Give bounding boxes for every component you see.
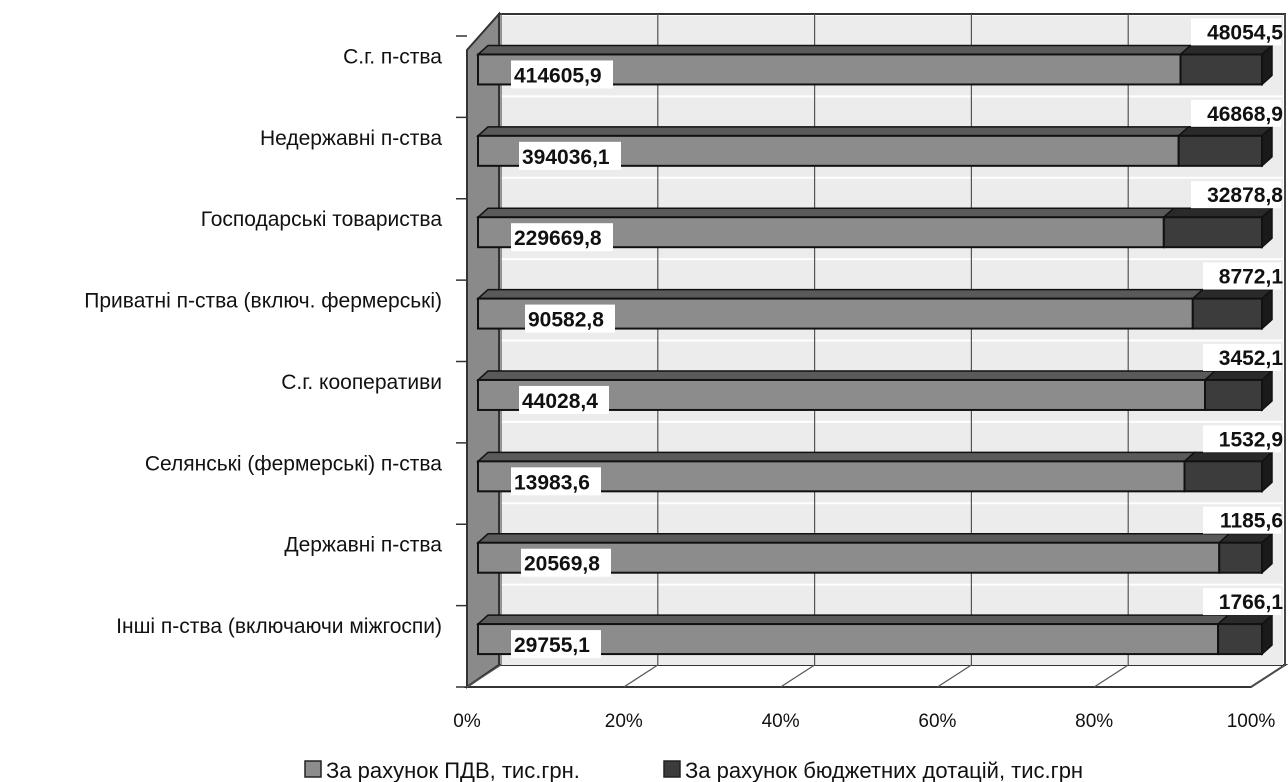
bar-top-subsidy	[1176, 126, 1274, 137]
category-label: С.г. кооперативи	[281, 371, 442, 394]
x-tick-label: 100%	[1227, 711, 1276, 732]
value-label-vat: 90582,8	[528, 309, 604, 332]
legend-label-subsidy: За рахунок бюджетних дотацій, тис.грн	[685, 758, 1083, 782]
legend: За рахунок ПДВ, тис.грн. За рахунок бюдж…	[304, 758, 1083, 782]
value-label-box	[521, 548, 611, 577]
bar-top-vat	[476, 451, 1197, 463]
value-label-box	[511, 467, 601, 496]
legend-label-vat: За рахунок ПДВ, тис.грн.	[326, 758, 580, 782]
bar-segment-subsidy	[1179, 53, 1263, 86]
x-tick-label: 0%	[453, 711, 481, 732]
category-label: Інші п-ства (включаючи міжгоспи)	[116, 615, 442, 638]
value-label-subsidy: 48054,5	[1207, 21, 1283, 44]
floor-gridline	[466, 664, 502, 688]
value-axis: 0% 20% 40% 60% 80% 100%	[453, 711, 1275, 732]
value-label-subsidy: 1532,9	[1219, 428, 1283, 451]
bar-group: 29755,1 1766,1	[476, 588, 1284, 659]
bar-segment-subsidy	[1191, 297, 1263, 330]
value-label-vat: 29755,1	[514, 634, 590, 657]
value-label-box	[525, 304, 615, 333]
category-label: Господарські товариства	[201, 208, 443, 231]
bar-group: 20569,8 1185,6	[476, 506, 1283, 577]
value-label-box	[511, 630, 601, 659]
category-label: Селянські (фермерські) п-ства	[145, 452, 442, 475]
category-label: Державні п-ства	[284, 534, 442, 557]
bar-segment-subsidy	[1217, 623, 1263, 656]
value-label-box	[1203, 588, 1281, 616]
value-label-subsidy: 46868,9	[1207, 103, 1283, 126]
category-axis: С.г. п-ства Недержавні п-ства Господарські…	[84, 35, 467, 688]
floor-gridline	[623, 664, 659, 688]
bar-group: 90582,8 8772,1	[476, 262, 1284, 333]
category-label: Недержавні п-ства	[260, 127, 442, 150]
legend-swatch-vat	[304, 760, 322, 778]
value-label-box	[1203, 506, 1281, 534]
bar-top-subsidy	[1161, 207, 1274, 218]
floor-gridline	[937, 664, 972, 688]
bar-top-vat	[476, 370, 1217, 381]
x-tick-label: 80%	[1075, 711, 1113, 732]
value-label-subsidy: 32878,8	[1207, 184, 1283, 207]
bar-group: 229669,8 32878,8	[476, 181, 1283, 252]
value-label-vat: 13983,6	[514, 471, 590, 494]
category-label: Приватні п-ства (включ. фермерські)	[84, 290, 442, 313]
bar-segment-subsidy	[1162, 216, 1264, 249]
gridlines	[466, 14, 1286, 688]
side-wall	[466, 11, 500, 689]
value-label-subsidy: 1185,6	[1220, 510, 1283, 533]
floor	[463, 664, 1288, 688]
bar-segment-subsidy	[1183, 460, 1263, 493]
floor-gridline	[780, 664, 815, 688]
floor-gridline	[1250, 664, 1286, 688]
value-label-box	[1191, 181, 1281, 209]
bar-top-subsidy	[1182, 451, 1274, 463]
bar-group: 394036,1 46868,9	[476, 99, 1283, 170]
value-label-vat: 44028,4	[522, 390, 598, 413]
category-label: С.г. п-ства	[343, 45, 442, 68]
bar-group: 13983,6 1532,9	[476, 425, 1283, 496]
value-label-box	[1191, 99, 1281, 127]
value-label-box	[1203, 262, 1281, 290]
bar-top-subsidy	[1203, 370, 1274, 381]
bar-top-vat	[476, 532, 1232, 544]
value-label-vat: 20569,8	[524, 553, 600, 576]
value-label-box	[1203, 425, 1281, 453]
bar-segment-subsidy	[1203, 378, 1263, 411]
value-label-box	[511, 60, 613, 89]
bars-layer: 414605,9 48054,5 394036,1 46868,9 229669,8 32…	[476, 18, 1284, 659]
bar-segment-vat	[477, 623, 1220, 656]
value-label-subsidy: 1766,1	[1219, 591, 1284, 614]
bar-top-vat	[476, 44, 1193, 56]
x-tick-label: 20%	[605, 711, 643, 732]
value-label-vat: 229669,8	[514, 227, 602, 250]
legend-swatch-subsidy	[663, 760, 681, 778]
bar-top-vat	[476, 207, 1176, 218]
value-label-box	[519, 141, 621, 170]
bar-segment-subsidy	[1177, 134, 1263, 167]
value-label-subsidy: 3452,1	[1219, 347, 1284, 370]
bar-top-vat	[476, 126, 1191, 137]
bar-top-vat	[476, 288, 1205, 300]
value-label-box	[519, 385, 609, 414]
value-label-subsidy: 8772,1	[1219, 266, 1284, 289]
bar-group: 44028,4 3452,1	[476, 343, 1284, 414]
value-label-box	[511, 223, 613, 252]
x-tick-label: 40%	[762, 711, 800, 732]
value-label-box	[1203, 343, 1281, 371]
value-label-box	[1191, 18, 1281, 46]
bar-top-subsidy	[1190, 288, 1274, 300]
bar-top-subsidy	[1178, 44, 1274, 56]
bar-group: 414605,9 48054,5	[476, 18, 1283, 89]
floor-gridline	[1093, 664, 1129, 688]
bar-top-vat	[476, 614, 1231, 625]
value-label-vat: 414605,9	[514, 64, 602, 87]
bar-segment-subsidy	[1218, 541, 1264, 574]
value-label-vat: 394036,1	[522, 146, 610, 169]
x-tick-label: 60%	[918, 711, 956, 732]
